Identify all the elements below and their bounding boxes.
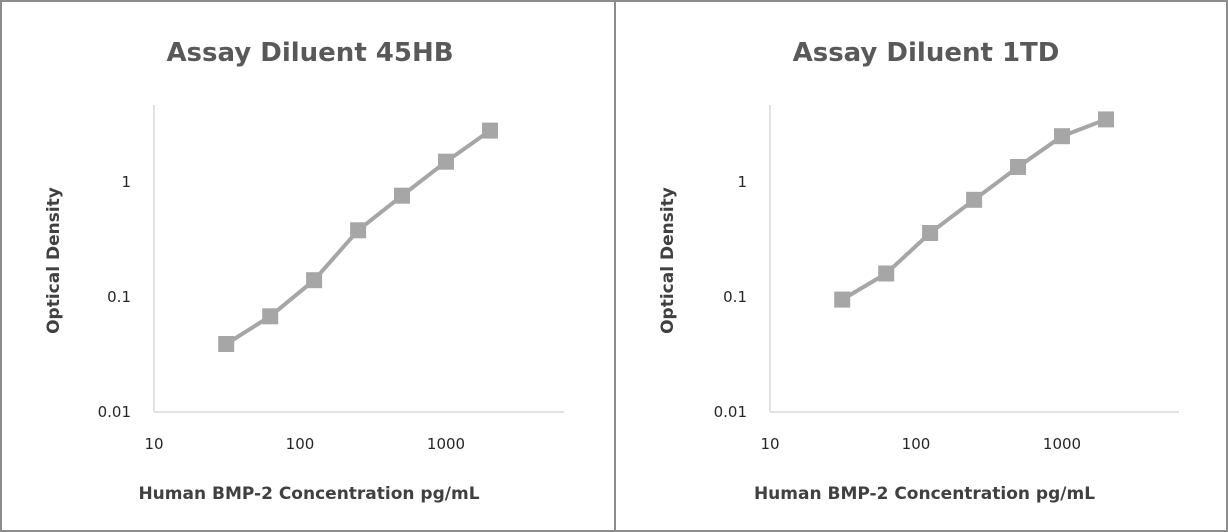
y-axis-title: Optical Density [658,187,678,334]
data-point-marker [218,336,235,352]
y-tick-label: 1 [737,173,747,191]
x-axis-title: Human BMP-2 Concentration pg/mL [754,484,1095,504]
chart-svg-right: Assay Diluent 1TD 0.01 0.1 1 10 100 1000 Human … [658,38,1179,504]
y-tick-label: 0.01 [714,403,747,421]
chart-svg-left: Assay Diluent 45HB 0.01 0.1 1 10 100 1000 Human… [44,38,564,504]
data-point-marker [350,222,367,239]
x-tick-label: 100 [286,435,315,453]
y-tick-label: 1 [121,173,131,191]
data-point-marker [306,272,323,289]
x-tick-label: 1000 [427,435,465,453]
data-point-marker [922,225,939,241]
y-tick-label: 0.1 [723,288,747,306]
chart-panel-right: Assay Diluent 1TD 0.01 0.1 1 10 100 1000 Human … [614,0,1228,532]
chart-title: Assay Diluent 1TD [793,38,1060,68]
y-tick-label: 0.1 [107,288,131,306]
data-point-marker [482,122,498,139]
data-point-marker [878,265,895,282]
x-tick-label: 10 [760,435,779,453]
data-point-marker [438,153,454,170]
x-tick-label: 100 [902,435,931,453]
chart-title: Assay Diluent 45HB [166,38,453,68]
data-point-marker [1010,159,1026,175]
data-point-marker [262,308,279,325]
data-point-marker [1054,128,1070,145]
data-point-marker [1098,111,1114,128]
data-point-marker [834,291,851,308]
y-axis-title: Optical Density [44,187,64,334]
data-point-marker [966,191,983,208]
x-tick-label: 1000 [1043,435,1081,453]
data-point-marker [394,187,410,204]
x-tick-label: 10 [144,435,163,453]
x-axis-title: Human BMP-2 Concentration pg/mL [138,484,479,504]
y-tick-label: 0.01 [98,403,131,421]
chart-panel-left: Assay Diluent 45HB 0.01 0.1 1 10 100 1000 Human… [0,0,616,532]
